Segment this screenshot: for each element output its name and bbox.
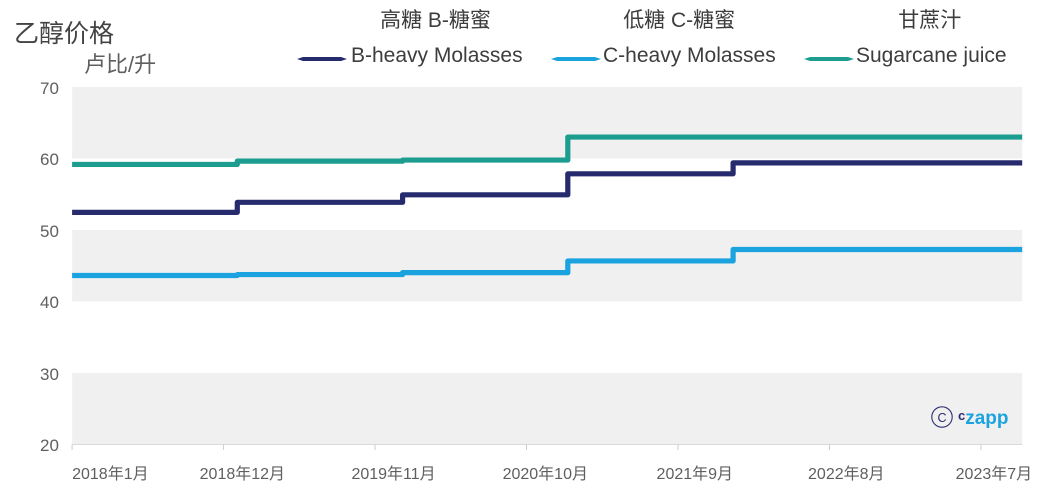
svg-text:C: C [937, 411, 946, 425]
